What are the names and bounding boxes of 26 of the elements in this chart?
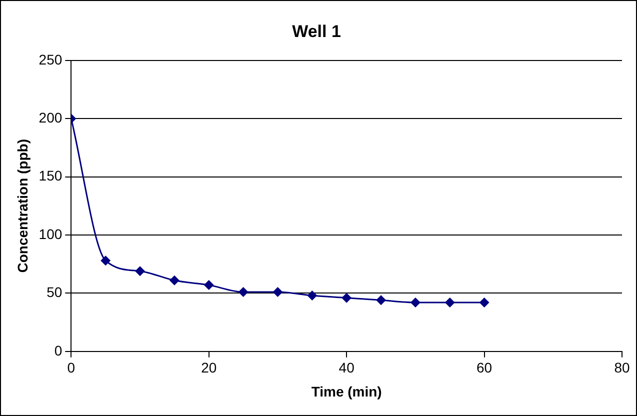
x-tick-label: 0 — [67, 360, 76, 376]
y-tick-label: 150 — [38, 168, 62, 184]
x-tick-label: 40 — [338, 360, 355, 376]
x-tick-label: 20 — [201, 360, 217, 376]
point — [376, 295, 386, 306]
x-tick-label: 60 — [476, 360, 492, 376]
y-tick-label: 200 — [38, 109, 62, 126]
y-tick-label: 0 — [54, 342, 62, 358]
point — [479, 298, 490, 308]
chart-title: Well 1 — [292, 22, 341, 41]
x-tick-label: 80 — [614, 360, 630, 376]
point — [410, 298, 420, 308]
point — [169, 275, 180, 286]
y-tick-label: 50 — [46, 284, 62, 300]
y-tick-label: 100 — [38, 226, 62, 242]
point — [307, 290, 318, 301]
x-axis-title: Time (min) — [311, 383, 382, 400]
point — [238, 287, 248, 298]
point — [100, 256, 111, 266]
point — [135, 266, 146, 276]
y-tick-label: 250 — [38, 51, 62, 68]
point — [204, 280, 214, 290]
y-axis-title: Concentration (ppb) — [14, 139, 30, 273]
point — [444, 298, 455, 308]
point — [272, 287, 283, 298]
point — [342, 292, 352, 303]
